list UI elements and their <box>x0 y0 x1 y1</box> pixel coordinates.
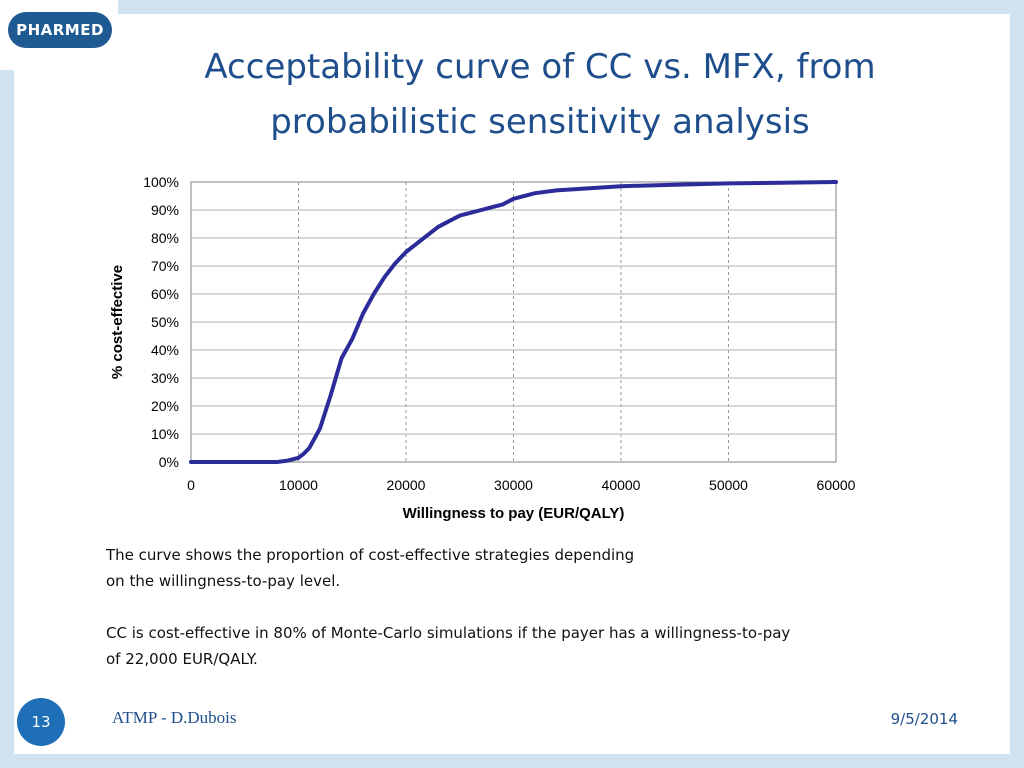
paragraph-1-line-2: on the willingness-to-pay level. <box>106 572 341 590</box>
slide-title-line-1: Acceptability curve of CC vs. MFX, from <box>204 47 876 87</box>
paragraph-2-line-2: of 22,000 EUR/QALY. <box>106 650 258 668</box>
series-line-0 <box>189 180 838 464</box>
x-tick-label: 10000 <box>279 477 318 493</box>
frame-left-border <box>0 0 14 768</box>
y-tick-label: 20% <box>151 398 179 414</box>
slide-title: Acceptability curve of CC vs. MFX, from … <box>140 40 940 150</box>
y-tick-label: 40% <box>151 342 179 358</box>
x-tick-label: 40000 <box>602 477 641 493</box>
page-number-badge: 13 <box>17 698 65 746</box>
y-tick-label: 80% <box>151 230 179 246</box>
y-tick-label: 10% <box>151 426 179 442</box>
y-tick-label: 0% <box>159 454 179 470</box>
y-tick-label: 100% <box>143 174 179 190</box>
frame-right-border <box>1010 0 1024 768</box>
pharmed-logo: PHARMED <box>8 12 112 48</box>
x-tick-label: 50000 <box>709 477 748 493</box>
paragraph-1-line-1: The curve shows the proportion of cost-e… <box>106 546 635 564</box>
y-tick-label: 90% <box>151 202 179 218</box>
x-tick-label: 0 <box>187 477 195 493</box>
x-tick-label: 60000 <box>817 477 856 493</box>
acceptability-curve-chart: 0 10000 20000 30000 40000 50000 60000 0% 10% 20% 3… <box>109 174 856 522</box>
frame-top-border <box>0 0 1024 14</box>
footer-date: 9/5/2014 <box>890 710 958 728</box>
x-tick-label: 20000 <box>387 477 426 493</box>
y-axis-label: % cost-effective <box>109 265 126 379</box>
x-axis-label: Willingness to pay (EUR/QALY) <box>403 505 625 522</box>
slide-body: The curve shows the proportion of cost-e… <box>106 542 986 672</box>
y-tick-label: 60% <box>151 286 179 302</box>
footer-author: ATMP - D.Dubois <box>112 708 237 727</box>
frame-bottom-border <box>0 754 1024 768</box>
y-tick-label: 70% <box>151 258 179 274</box>
logo-area: PHARMED <box>0 0 118 70</box>
y-tick-label: 30% <box>151 370 179 386</box>
slide-title-line-2: probabilistic sensitivity analysis <box>270 102 810 142</box>
paragraph-2-line-1: CC is cost-effective in 80% of Monte-Car… <box>106 624 791 642</box>
x-tick-label: 30000 <box>494 477 533 493</box>
y-tick-label: 50% <box>151 314 179 330</box>
